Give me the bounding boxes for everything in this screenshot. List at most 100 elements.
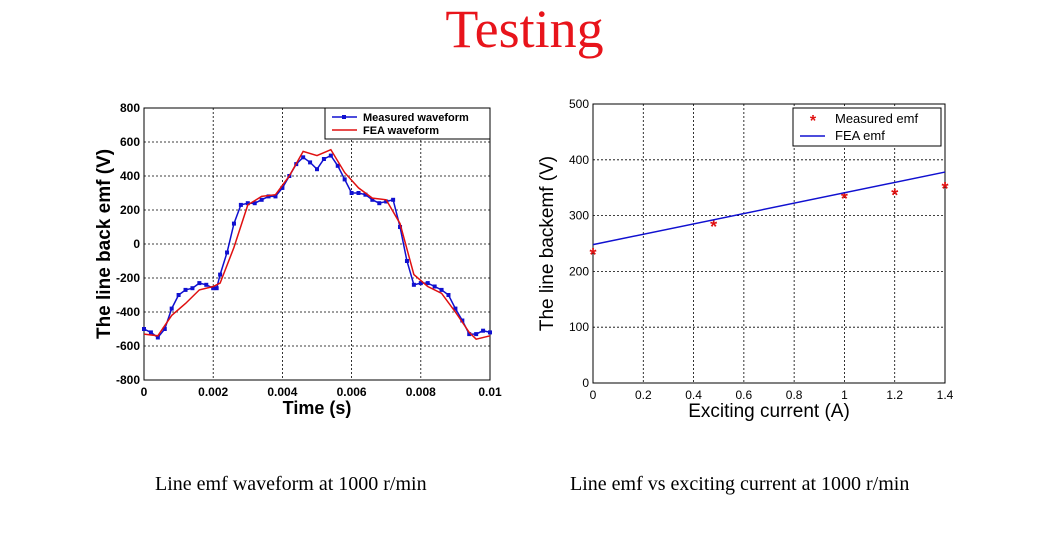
data-point — [155, 335, 160, 340]
data-point — [280, 185, 285, 190]
y-tick-label: -200 — [116, 271, 140, 285]
data-point — [384, 199, 389, 204]
data-point — [342, 177, 347, 182]
data-point — [418, 281, 423, 286]
data-point — [259, 197, 264, 202]
data-point — [404, 259, 409, 263]
data-point — [467, 332, 472, 337]
data-point — [370, 197, 375, 202]
x-tick-label: 1.4 — [937, 388, 954, 402]
data-point — [391, 197, 396, 202]
chart-1: 0 0.002 0.004 0.006 0.008 0.01 -800 -600 -400 -20… — [94, 101, 502, 418]
data-point — [204, 282, 209, 287]
x-tick-label: 0.2 — [635, 388, 652, 402]
data-point — [453, 306, 458, 311]
data-point — [411, 282, 416, 287]
data-point — [439, 287, 444, 292]
data-point — [349, 191, 354, 195]
data-point — [481, 328, 486, 333]
legend-box — [324, 107, 491, 140]
y-tick-label: 300 — [569, 209, 589, 223]
legend-box — [792, 107, 942, 147]
series-line-fea-waveform — [143, 148, 491, 341]
legend-label: Measured emf — [835, 111, 918, 126]
x-tick-label: 0 — [141, 385, 148, 399]
x-axis-label: Time (s) — [283, 398, 352, 418]
legend-marker-square-icon — [342, 115, 346, 119]
data-point — [252, 201, 257, 206]
data-point: * — [710, 217, 717, 237]
data-point: * — [841, 189, 848, 209]
data-point — [211, 286, 216, 291]
y-tick-label: 200 — [120, 203, 140, 217]
x-tick-label: 0.002 — [198, 385, 228, 399]
series-line-fea-emf — [592, 171, 946, 246]
data-point — [321, 157, 326, 161]
legend-label: FEA emf — [835, 128, 885, 143]
data-point — [214, 286, 219, 291]
x-tick-label: 0.4 — [685, 388, 702, 402]
data-point — [162, 327, 167, 331]
y-tick-label: 0 — [133, 237, 140, 251]
x-tick-label: 0 — [590, 388, 597, 402]
legend: * Measured emf FEA emf — [792, 107, 942, 147]
data-point — [301, 155, 306, 160]
data-point: * — [589, 245, 596, 265]
data-point — [176, 293, 181, 297]
data-point — [335, 163, 340, 168]
legend-marker-star-icon: * — [810, 113, 817, 130]
data-point — [197, 281, 202, 286]
data-point — [183, 287, 188, 292]
data-point — [356, 191, 361, 195]
x-tick-label: 0.01 — [478, 385, 502, 399]
y-tick-label: 500 — [569, 97, 589, 111]
caption-left: Line emf waveform at 1000 r/min — [155, 473, 427, 495]
data-point — [425, 281, 430, 286]
plot-area — [592, 103, 946, 384]
x-tick-label: 0.008 — [406, 385, 436, 399]
y-tick-label: -600 — [116, 339, 140, 353]
data-point — [231, 221, 236, 226]
data-point — [245, 201, 250, 206]
chart-2: 0 0.2 0.4 0.6 0.8 1 1.2 1.4 0 100 200 300 400 500 Exci… — [537, 97, 954, 422]
data-point — [363, 192, 368, 197]
y-tick-label: -400 — [116, 305, 140, 319]
y-tick-label: 100 — [569, 320, 589, 334]
x-tick-label: 0.004 — [267, 385, 297, 399]
x-axis-label: Exciting current (A) — [688, 401, 850, 422]
data-point — [432, 284, 437, 289]
caption-right: Line emf vs exciting current at 1000 r/m… — [570, 473, 910, 495]
data-point — [142, 327, 146, 331]
slide-title: Testing — [445, 0, 604, 59]
data-point — [169, 306, 174, 311]
y-tick-label: 400 — [569, 153, 589, 167]
data-point — [218, 272, 223, 277]
data-point — [474, 332, 479, 337]
data-point — [308, 160, 313, 165]
data-point — [190, 286, 195, 291]
y-tick-label: 800 — [120, 101, 140, 115]
x-tick-label: 0.6 — [736, 388, 753, 402]
data-point — [488, 330, 492, 335]
data-point — [328, 153, 333, 158]
y-tick-label: 600 — [120, 135, 140, 149]
series-line-measured-waveform — [143, 154, 491, 339]
y-axis-label: The line backemf (V) — [537, 156, 558, 331]
y-axis-label: The line back emf (V) — [94, 149, 115, 339]
legend-label: Measured waveform — [363, 112, 469, 124]
y-tick-label: -800 — [116, 373, 140, 387]
x-tick-label: 1 — [841, 388, 848, 402]
y-tick-label: 400 — [120, 169, 140, 183]
legend-label: FEA waveform — [363, 125, 439, 137]
data-point — [273, 194, 278, 199]
data-point — [446, 293, 451, 297]
data-point: * — [941, 179, 948, 199]
y-tick-label: 0 — [582, 376, 589, 390]
data-point — [225, 250, 230, 255]
data-point — [148, 330, 153, 335]
data-point — [266, 194, 271, 199]
data-point — [398, 225, 403, 229]
x-tick-label: 1.2 — [886, 388, 903, 402]
data-point — [238, 202, 243, 207]
